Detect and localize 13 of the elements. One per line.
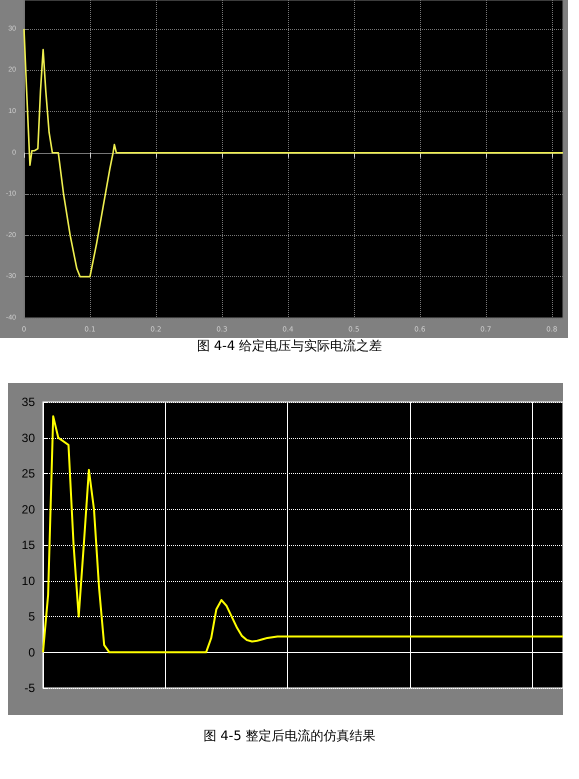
y-tick-label: 35 (22, 395, 36, 409)
text: 图 4-4 给定电压与实际电流之差 (196, 338, 382, 354)
y-tick-label: 20 (22, 502, 36, 516)
line-series (23, 28, 564, 278)
y-tick-label: 0 (28, 645, 36, 660)
y-tick-label: 5 (28, 610, 36, 624)
y-tick-label: 15 (22, 538, 36, 552)
y-tick-label: -5 (24, 681, 36, 695)
y-tick-label: 25 (22, 466, 36, 480)
y-tick-label: 10 (22, 574, 36, 588)
line-series (42, 415, 564, 654)
y-tick-label: 30 (22, 430, 36, 445)
text: 图 4-5 整定后电流的仿真结果 (203, 728, 376, 744)
